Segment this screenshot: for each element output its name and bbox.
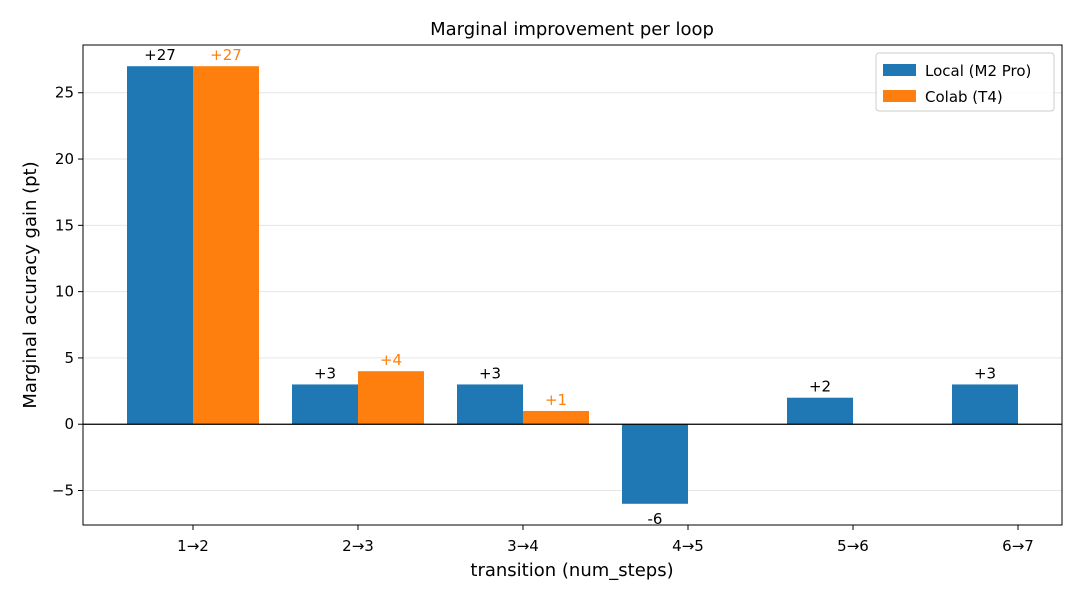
y-tick-label: 20 bbox=[55, 150, 74, 168]
data-label-colab-0: +27 bbox=[210, 46, 242, 64]
data-label-local-4: +2 bbox=[809, 378, 831, 396]
bar-local-0 bbox=[127, 66, 193, 425]
bar-local-1 bbox=[292, 384, 358, 425]
y-tick-label: 15 bbox=[55, 216, 74, 234]
x-tick-label: 6→7 bbox=[1002, 537, 1034, 555]
x-axis-label: transition (num_steps) bbox=[470, 560, 673, 581]
y-tick-label: −5 bbox=[52, 482, 74, 500]
x-tick-label: 5→6 bbox=[837, 537, 869, 555]
bar-local-2 bbox=[457, 384, 523, 425]
bar-local-4 bbox=[787, 397, 853, 425]
y-tick-label: 0 bbox=[64, 415, 74, 433]
y-tick-label: 25 bbox=[55, 84, 74, 102]
x-tick-label: 1→2 bbox=[177, 537, 209, 555]
bar-local-3 bbox=[622, 424, 688, 504]
data-label-local-3: -6 bbox=[648, 510, 663, 528]
tick-labels: −5 0 5 10 15 20 25 1→2 2→3 3→4 4→5 5→6 6→7 bbox=[52, 84, 1034, 555]
data-label-local-2: +3 bbox=[479, 364, 501, 382]
data-label-colab-2: +1 bbox=[545, 391, 567, 409]
axes bbox=[78, 44, 1063, 530]
legend: Local (M2 Pro) Colab (T4) bbox=[875, 52, 1055, 112]
legend-label-local: Local (M2 Pro) bbox=[925, 62, 1031, 80]
y-tick-label: 10 bbox=[55, 283, 74, 301]
x-tick-label: 4→5 bbox=[672, 537, 704, 555]
data-label-local-5: +3 bbox=[974, 364, 996, 382]
bar-local-5 bbox=[952, 384, 1018, 425]
legend-label-colab: Colab (T4) bbox=[925, 88, 1003, 106]
bar-colab-0 bbox=[193, 66, 259, 425]
data-label-local-0: +27 bbox=[144, 46, 176, 64]
legend-swatch-local bbox=[883, 64, 916, 76]
bars bbox=[127, 66, 1018, 504]
legend-swatch-colab bbox=[883, 90, 916, 102]
legend-box bbox=[875, 52, 1055, 112]
data-labels: +27 +3 +3 -6 +2 +3 +27 +4 +1 bbox=[144, 46, 996, 528]
bar-colab-1 bbox=[358, 371, 424, 425]
plot-frame bbox=[82, 44, 1063, 526]
y-axis-label: Marginal accuracy gain (pt) bbox=[20, 161, 41, 408]
data-label-local-1: +3 bbox=[314, 364, 336, 382]
x-tick-label: 2→3 bbox=[342, 537, 374, 555]
data-label-colab-1: +4 bbox=[380, 351, 402, 369]
y-tick-label: 5 bbox=[64, 349, 74, 367]
x-tick-label: 3→4 bbox=[507, 537, 539, 555]
bar-colab-2 bbox=[523, 410, 589, 425]
chart-title: Marginal improvement per loop bbox=[430, 19, 714, 40]
